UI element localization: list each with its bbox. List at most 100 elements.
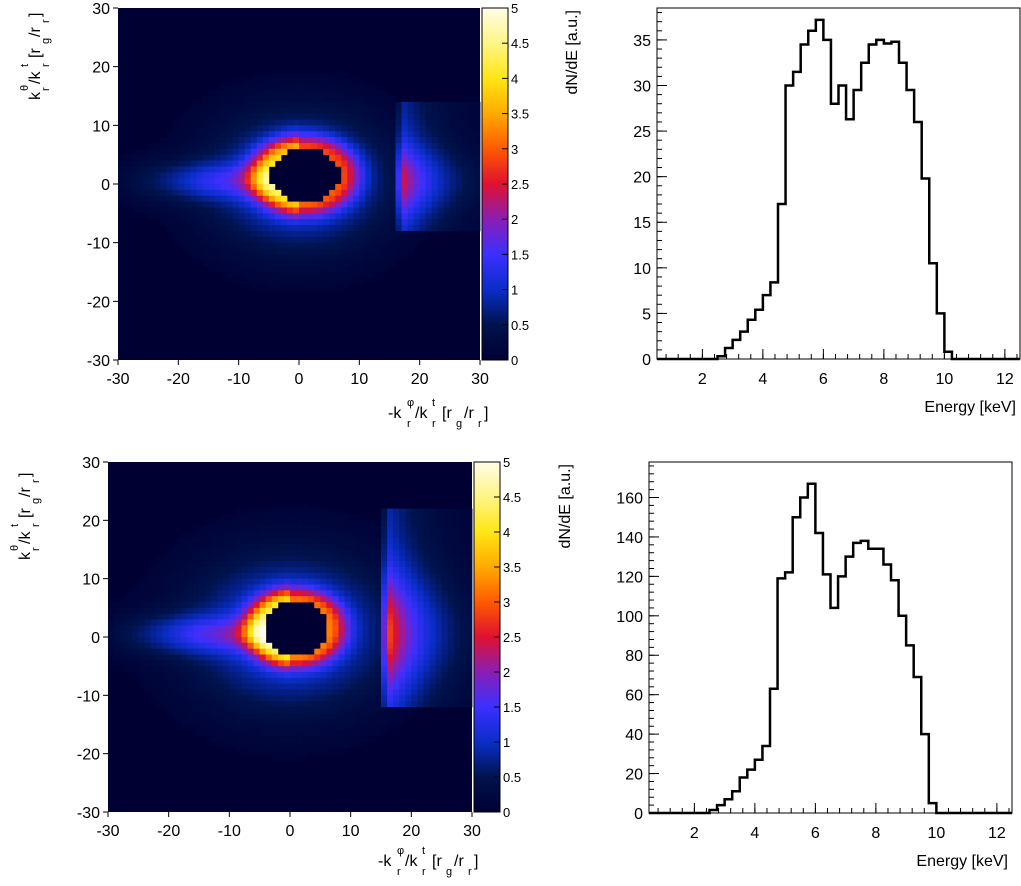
heatmap-cell <box>299 260 306 267</box>
heatmap-cell <box>425 160 433 167</box>
heatmap-cell <box>365 107 372 114</box>
heatmap-cell <box>329 207 336 214</box>
heatmap-cell <box>449 207 457 214</box>
heatmap-cell <box>383 260 390 267</box>
heatmap-cell <box>271 543 279 550</box>
heatmap-cell <box>238 248 246 255</box>
heatmap-cell <box>431 172 439 179</box>
heatmap-cell <box>235 561 242 568</box>
heatmap-cell <box>268 248 276 255</box>
heatmap-cell <box>437 195 445 202</box>
heatmap-cell <box>353 131 360 138</box>
heatmap-cell <box>244 254 252 261</box>
heatmap-cell <box>150 578 157 585</box>
svg-text:r: r <box>40 63 52 67</box>
heatmap-cell <box>326 701 333 708</box>
heatmap-cell <box>405 619 412 626</box>
heatmap-cell <box>126 642 133 650</box>
heatmap-cell <box>162 631 170 638</box>
heatmap-cell <box>259 683 267 690</box>
heatmap-cell <box>335 260 342 267</box>
heatmap-cell <box>114 613 121 620</box>
heatmap-cell <box>405 537 412 545</box>
heatmap-cell <box>377 148 384 156</box>
heatmap-cell <box>359 142 366 150</box>
heatmap-cell <box>199 654 206 661</box>
heatmap-cell <box>401 125 408 132</box>
heatmap-cell <box>174 561 182 568</box>
heatmap-cell <box>154 166 161 173</box>
heatmap-cell <box>395 242 402 249</box>
heatmap-cell <box>244 225 252 232</box>
heatmap-cell <box>401 236 408 244</box>
heatmap-cell <box>220 148 227 156</box>
colorbar-tick-label: 4.5 <box>503 490 521 505</box>
heatmap-cell <box>290 514 297 521</box>
heatmap-cell <box>226 248 234 255</box>
heatmap-cell <box>359 137 366 144</box>
heatmap-cell <box>377 101 384 109</box>
heatmap-cells-bottom <box>108 502 473 760</box>
heatmap-cell <box>256 113 264 120</box>
heatmap-cell <box>387 689 394 696</box>
heatmap-cell <box>353 230 360 238</box>
heatmap-cell <box>184 242 191 249</box>
heatmap-cell <box>425 113 433 120</box>
heatmap-cell <box>341 154 348 161</box>
heatmap-cell <box>393 660 400 667</box>
heatmap-cell <box>338 514 345 521</box>
heatmap-y-axis-label-bottom: k θ r /k t r [r g /r r ] <box>9 473 42 560</box>
heatmap-cell <box>383 242 390 249</box>
heatmap-cell <box>377 96 384 103</box>
heatmap-cell <box>417 602 424 609</box>
heatmap-cell <box>323 113 330 120</box>
heatmap-cell <box>431 107 439 114</box>
heatmap-cell <box>455 131 463 138</box>
heatmap-cell <box>299 219 306 226</box>
heatmap-cell <box>326 631 333 638</box>
heatmap-cell <box>217 707 224 714</box>
heatmap-cell <box>262 178 270 185</box>
heatmap-cell <box>250 201 258 208</box>
heatmap-cell <box>220 178 227 185</box>
heatmap-cell <box>280 272 288 279</box>
heatmap-cell <box>256 154 264 161</box>
heatmap-cell <box>154 195 161 202</box>
heatmap-cell <box>341 201 348 208</box>
heatmap-cell <box>292 277 300 285</box>
heatmap-cell <box>244 195 252 202</box>
heatmap-cell <box>465 567 473 574</box>
heatmap-cell <box>467 148 475 156</box>
heatmap-cell <box>423 555 430 562</box>
heatmap-cell <box>405 648 412 655</box>
heatmap-cell <box>211 660 218 667</box>
heatmap-cell <box>202 160 209 167</box>
heatmap-cell <box>353 78 360 85</box>
heatmap-cell <box>244 219 252 226</box>
heatmap-cell <box>389 131 396 138</box>
heatmap-cell <box>455 219 463 226</box>
heatmap-cell <box>199 666 206 673</box>
heatmap-cell <box>431 142 439 150</box>
heatmap-cell <box>211 567 218 574</box>
heatmap-cell <box>253 672 261 679</box>
heatmap-cell <box>329 107 336 114</box>
heatmap-cell <box>259 602 267 609</box>
heatmap-cell <box>326 590 333 597</box>
heatmap-cell <box>232 266 240 273</box>
heatmap-cell <box>387 508 394 515</box>
heatmap-cell <box>311 242 318 249</box>
heatmap-cell <box>399 718 406 725</box>
heatmap-cell <box>353 225 360 232</box>
heatmap-cell <box>259 596 267 603</box>
heatmap-cell <box>250 178 258 185</box>
heatmap-cell <box>338 596 345 603</box>
heatmap-cell <box>280 219 288 226</box>
svg-text:r: r <box>30 479 42 483</box>
heatmap-cell <box>114 637 121 644</box>
heatmap-x-tick-label: 0 <box>295 371 304 388</box>
heatmap-cell <box>162 596 170 603</box>
heatmap-cell <box>214 207 221 214</box>
heatmap-cell <box>381 607 388 615</box>
heatmap-cell <box>467 178 475 185</box>
